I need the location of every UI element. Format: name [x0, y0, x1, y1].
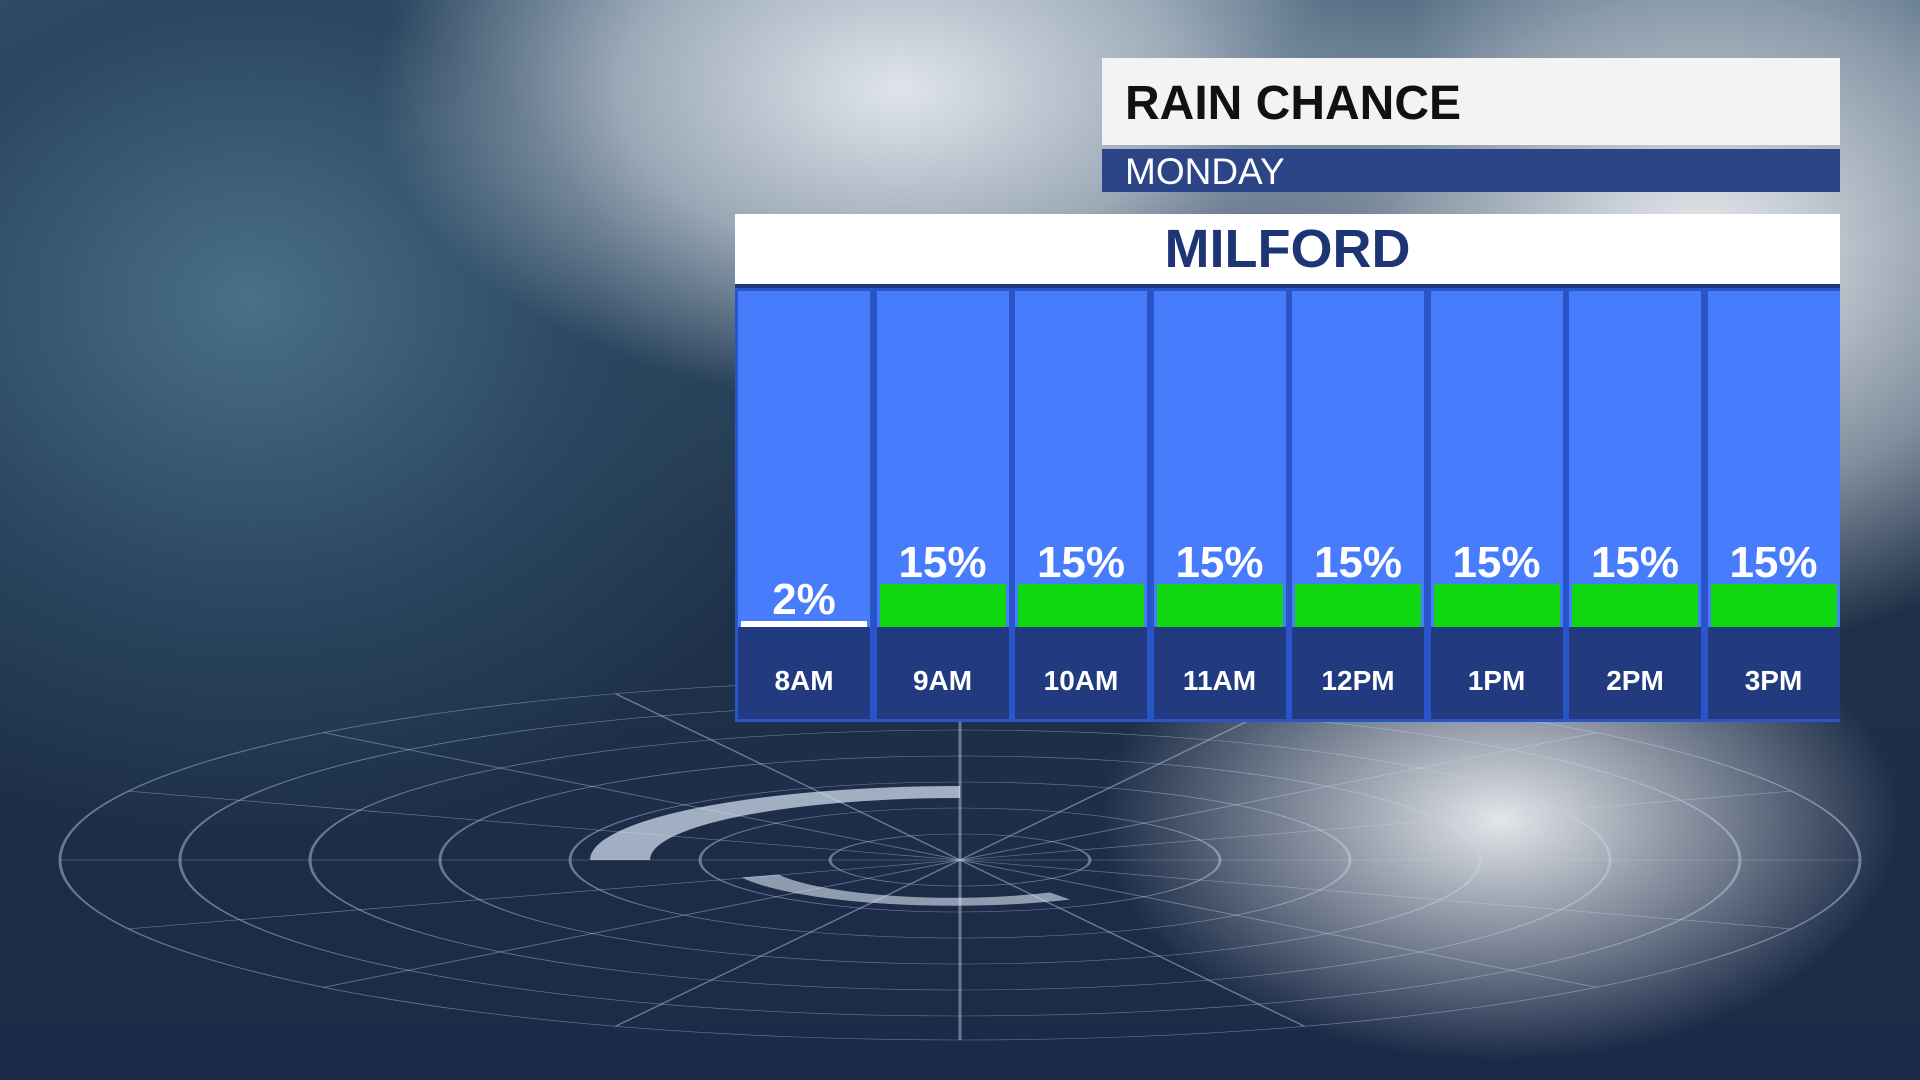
hour-column: 15% 1PM: [1430, 291, 1563, 719]
hour-base: [1430, 627, 1563, 719]
hour-base: [738, 627, 870, 719]
hour-base: [876, 627, 1009, 719]
hour-label: 8AM: [774, 665, 834, 696]
hour-label: 1PM: [1467, 665, 1526, 696]
rain-chance-bar: [1295, 583, 1421, 627]
hour-base: [1569, 627, 1701, 719]
hour-base: [1707, 627, 1840, 719]
hour-column: 15% 12PM: [1292, 291, 1424, 719]
location-banner: MILFORD: [735, 214, 1840, 288]
hour-label: 10AM: [1043, 665, 1119, 696]
rain-chance-value: 15%: [1036, 537, 1126, 587]
hour-base: [1292, 627, 1424, 719]
rain-chance-value: 15%: [1175, 537, 1264, 587]
day-label: MONDAY: [1125, 151, 1285, 192]
rain-chance-bar: [1572, 583, 1698, 627]
rain-chance-chart: 2% 8AM 15% 9AM 15% 10AM 15% 11AM 15% 12P…: [735, 288, 1840, 722]
rain-chance-bar: [879, 583, 1006, 627]
hour-label: 3PM: [1744, 665, 1803, 696]
rain-chance-bar: [1156, 583, 1283, 627]
rain-chance-value: 15%: [1590, 537, 1680, 587]
rain-chance-value: 15%: [1313, 537, 1403, 587]
hour-column: 15% 3PM: [1707, 291, 1840, 719]
hour-base: [1153, 627, 1286, 719]
rain-chance-value: 2%: [772, 575, 836, 624]
hour-column: 15% 9AM: [876, 291, 1009, 719]
hour-label: 9AM: [912, 665, 973, 696]
hour-column: 2% 8AM: [738, 291, 870, 719]
hour-label: 12PM: [1321, 665, 1395, 696]
hour-column: 15% 2PM: [1569, 291, 1701, 719]
hour-label: 11AM: [1182, 665, 1257, 696]
title-banner: RAIN CHANCE: [1102, 58, 1840, 145]
rain-chance-bar: [741, 621, 867, 627]
rain-chance-bar: [1018, 583, 1144, 627]
rain-chance-bar: [1710, 583, 1837, 627]
day-banner: MONDAY: [1102, 149, 1840, 192]
rain-chance-value: 15%: [1452, 537, 1541, 587]
rain-chance-value: 15%: [898, 537, 987, 587]
hour-column: 15% 10AM: [1015, 291, 1147, 719]
title: RAIN CHANCE: [1125, 77, 1461, 130]
hour-label: 2PM: [1606, 665, 1664, 696]
location-name: MILFORD: [1164, 219, 1411, 279]
rain-chance-bar: [1433, 583, 1560, 627]
hour-base: [1015, 627, 1147, 719]
hour-column: 15% 11AM: [1153, 291, 1286, 719]
rain-chance-value: 15%: [1729, 537, 1818, 587]
